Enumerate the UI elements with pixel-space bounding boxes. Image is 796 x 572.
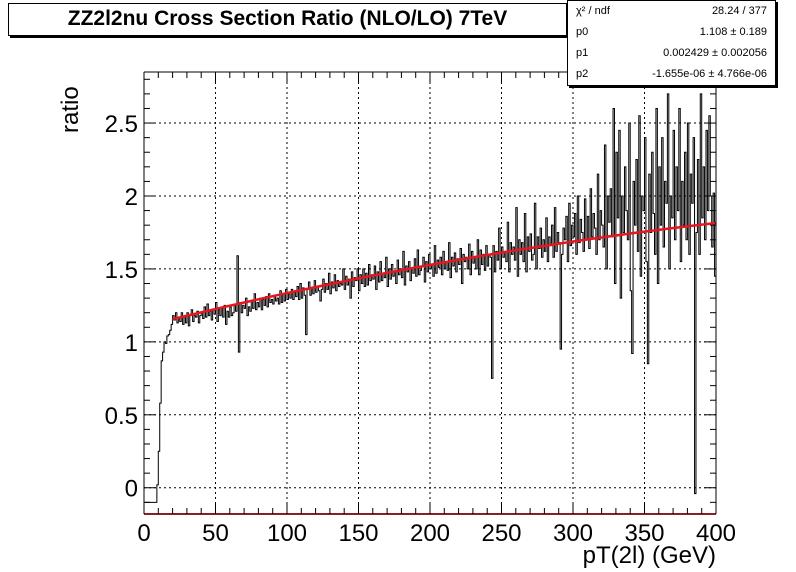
stats-p0-key: p0 [576, 26, 589, 38]
stats-row-p2: p2 -1.655e-06 ± 4.766e-06 [568, 64, 775, 84]
x-tick-label-350: 350 [624, 520, 664, 547]
stats-p2-key: p2 [576, 68, 589, 80]
y-axis-label: ratio [57, 86, 84, 133]
x-tick-label-100: 100 [267, 520, 307, 547]
chart-title: ZZ2l2nu Cross Section Ratio (NLO/LO) 7Te… [67, 7, 508, 30]
x-tick-label-200: 200 [410, 520, 450, 547]
y-axis-ticks: 0 0.5 1 1.5 2 2.5 [105, 78, 716, 503]
stats-row-p1: p1 0.002429 ± 0.002056 [568, 43, 775, 63]
stats-p2-value: -1.655e-06 ± 4.766e-06 [652, 68, 767, 80]
y-tick-label-1.5: 1.5 [105, 257, 138, 284]
stats-row-chi2: χ² / ndf 28.24 / 377 [568, 1, 775, 21]
fit-curve-group [172, 221, 717, 321]
stats-p1-value: 0.002429 ± 0.002056 [663, 47, 767, 59]
fit-stats-box: χ² / ndf 28.24 / 377 p0 1.108 ± 0.189 p1… [567, 0, 776, 86]
y-tick-label-2: 2 [125, 184, 138, 211]
y-tick-label-0: 0 [125, 476, 138, 503]
y-tick-label-1: 1 [125, 330, 138, 357]
x-tick-label-400: 400 [696, 520, 736, 547]
x-axis-label: pT(2l) (GeV) [583, 542, 716, 569]
histogram-series [144, 93, 716, 503]
fit-curve [172, 221, 717, 321]
stats-p1-key: p1 [576, 47, 589, 59]
stats-row-p0: p0 1.108 ± 0.189 [568, 22, 775, 42]
stats-p0-value: 1.108 ± 0.189 [699, 26, 767, 38]
stats-chi2-key: χ² / ndf [576, 5, 610, 17]
x-tick-label-300: 300 [553, 520, 593, 547]
x-tick-label-150: 150 [338, 520, 378, 547]
chart-title-box: ZZ2l2nu Cross Section Ratio (NLO/LO) 7Te… [8, 3, 567, 36]
stats-chi2-value: 28.24 / 377 [711, 5, 767, 17]
x-tick-label-50: 50 [202, 520, 229, 547]
x-tick-label-0: 0 [137, 520, 150, 547]
y-tick-label-0.5: 0.5 [105, 403, 138, 430]
y-tick-label-2.5: 2.5 [105, 111, 138, 138]
x-axis-ticks: 0 50 100 150 200 250 300 350 400 [137, 72, 736, 547]
histogram-line-nlo-lo-ratio [144, 93, 716, 503]
x-tick-label-250: 250 [481, 520, 521, 547]
